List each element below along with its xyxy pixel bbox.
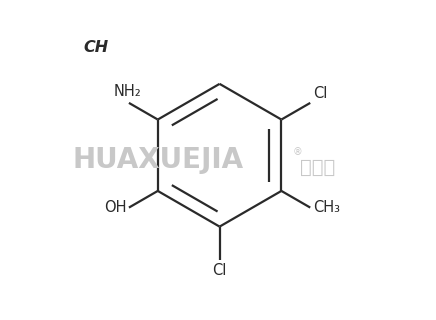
Text: HUAXUEJIA: HUAXUEJIA: [72, 146, 243, 174]
Text: Cl: Cl: [313, 86, 327, 101]
Text: OH: OH: [104, 200, 126, 215]
Text: Cl: Cl: [212, 263, 227, 278]
Text: NH₂: NH₂: [113, 84, 141, 99]
Text: ®: ®: [293, 147, 302, 157]
Text: CH: CH: [83, 40, 108, 55]
Text: CH₃: CH₃: [313, 200, 340, 215]
Text: 化学加: 化学加: [300, 158, 336, 177]
